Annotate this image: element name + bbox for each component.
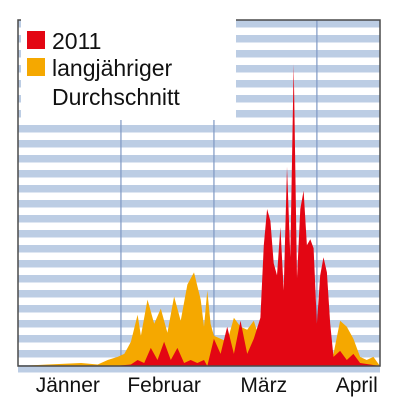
series-area-2011 (18, 64, 380, 366)
grid-stripe (18, 275, 380, 283)
legend-swatch-longterm-average (27, 58, 45, 76)
grid-stripe (18, 170, 380, 178)
x-axis-tick-labels: Jänner Februar März April (36, 374, 378, 397)
grid-stripe (18, 185, 380, 193)
legend: 2011 langjähriger Durchschnitt (21, 18, 236, 120)
x-tick-label-februar: Februar (127, 374, 201, 397)
x-tick-label-april: April (336, 374, 378, 397)
x-tick-label-jaenner: Jänner (36, 374, 100, 397)
grid-stripe (18, 155, 380, 163)
grid-stripe (18, 230, 380, 238)
grid-stripe (18, 260, 380, 268)
grid-stripe (18, 125, 380, 133)
grid-stripe (18, 245, 380, 253)
series-layer (18, 64, 380, 366)
grid-stripe (18, 215, 380, 223)
legend-label-longterm-average: langjähriger Durchschnitt (52, 55, 180, 110)
grid-stripe (18, 365, 380, 373)
legend-label-2011: 2011 (52, 28, 101, 54)
legend-background (21, 18, 236, 120)
grid-stripe (18, 200, 380, 208)
x-tick-label-maerz: März (240, 374, 287, 397)
grid-stripe (18, 140, 380, 148)
legend-swatch-2011 (27, 31, 45, 49)
